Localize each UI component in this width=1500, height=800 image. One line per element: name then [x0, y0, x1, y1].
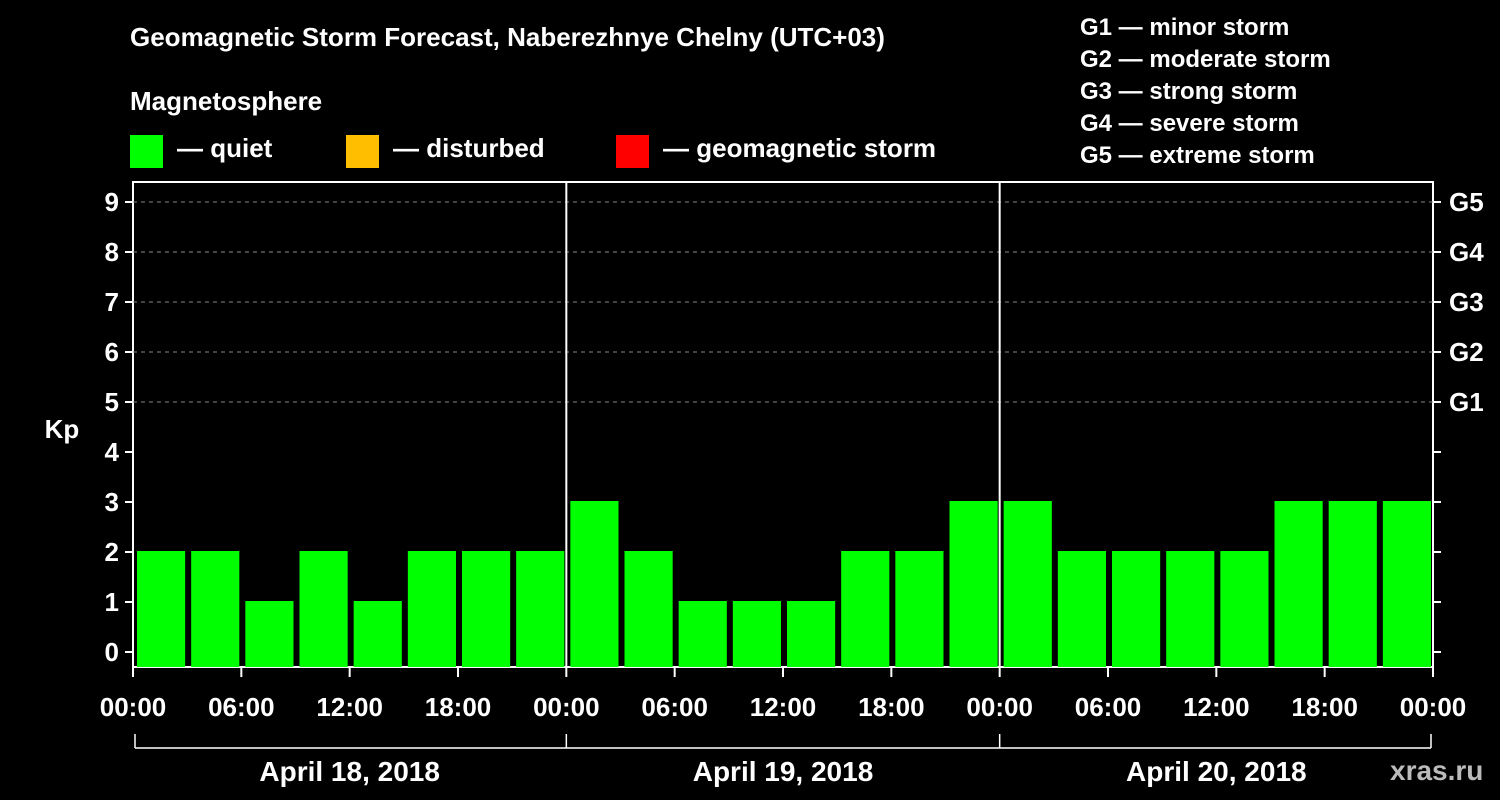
x-tick-label: 06:00: [208, 692, 275, 722]
y-tick-label: 1: [105, 587, 119, 617]
legend-swatch-storm: [616, 135, 649, 168]
day-label: April 19, 2018: [693, 756, 874, 787]
y-tick-label: 2: [105, 537, 119, 567]
storm-level-g5: G5 — extreme storm: [1080, 142, 1315, 169]
y-tick-label: 8: [105, 237, 119, 267]
x-tick-label: 18:00: [425, 692, 492, 722]
storm-level-g1: G1 — minor storm: [1080, 14, 1290, 41]
y-tick-label: 3: [105, 487, 119, 517]
legend-label-quiet: — quiet: [177, 133, 273, 163]
bar: [570, 501, 619, 667]
day-label: April 18, 2018: [259, 756, 440, 787]
x-tick-label: 00:00: [966, 692, 1033, 722]
x-tick-label: 12:00: [316, 692, 383, 722]
x-tick-label: 12:00: [750, 692, 817, 722]
right-axis-label: G2: [1449, 337, 1484, 367]
right-axis-label: G4: [1449, 237, 1484, 267]
bar: [678, 601, 727, 667]
x-tick-label: 00:00: [100, 692, 167, 722]
y-tick-label: 4: [105, 437, 120, 467]
bar: [137, 551, 186, 667]
bar: [1166, 551, 1215, 667]
bar: [245, 601, 294, 667]
legend-label-storm: — geomagnetic storm: [663, 133, 937, 163]
bar: [516, 551, 565, 667]
bar: [1274, 501, 1323, 667]
bar: [1057, 551, 1106, 667]
bar: [1112, 551, 1161, 667]
y-tick-label: 5: [105, 387, 119, 417]
bar: [732, 601, 781, 667]
x-tick-label: 06:00: [1075, 692, 1142, 722]
bar: [895, 551, 944, 667]
x-tick-label: 12:00: [1183, 692, 1250, 722]
bar: [1220, 551, 1269, 667]
watermark: xras.ru: [1390, 755, 1484, 786]
bar: [1003, 501, 1052, 667]
storm-level-g4: G4 — severe storm: [1080, 110, 1299, 137]
legend-swatch-disturbed: [346, 135, 379, 168]
legend-title: Magnetosphere: [130, 86, 323, 116]
bar: [299, 551, 348, 667]
chart-title: Geomagnetic Storm Forecast, Naberezhnye …: [130, 22, 885, 52]
legend-swatch-quiet: [130, 135, 163, 168]
x-tick-label: 06:00: [641, 692, 708, 722]
legend-label-disturbed: — disturbed: [393, 133, 545, 163]
y-tick-label: 6: [105, 337, 119, 367]
y-tick-label: 0: [105, 637, 119, 667]
bar: [462, 551, 511, 667]
right-axis-label: G5: [1449, 187, 1484, 217]
bar: [191, 551, 240, 667]
y-tick-label: 7: [105, 287, 119, 317]
storm-level-g2: G2 — moderate storm: [1080, 46, 1331, 73]
storm-level-g3: G3 — strong storm: [1080, 78, 1298, 105]
x-tick-label: 18:00: [1291, 692, 1358, 722]
bar: [624, 551, 673, 667]
bar: [1328, 501, 1377, 667]
x-tick-label: 00:00: [1400, 692, 1467, 722]
right-axis-label: G1: [1449, 387, 1484, 417]
right-axis-label: G3: [1449, 287, 1484, 317]
bar: [841, 551, 890, 667]
x-tick-label: 00:00: [533, 692, 600, 722]
bar: [1382, 501, 1431, 667]
y-axis-label: Kp: [45, 414, 80, 444]
bar: [353, 601, 402, 667]
y-tick-label: 9: [105, 187, 119, 217]
bar: [787, 601, 836, 667]
bar: [949, 501, 998, 667]
bar: [407, 551, 456, 667]
x-tick-label: 18:00: [858, 692, 925, 722]
day-label: April 20, 2018: [1126, 756, 1307, 787]
